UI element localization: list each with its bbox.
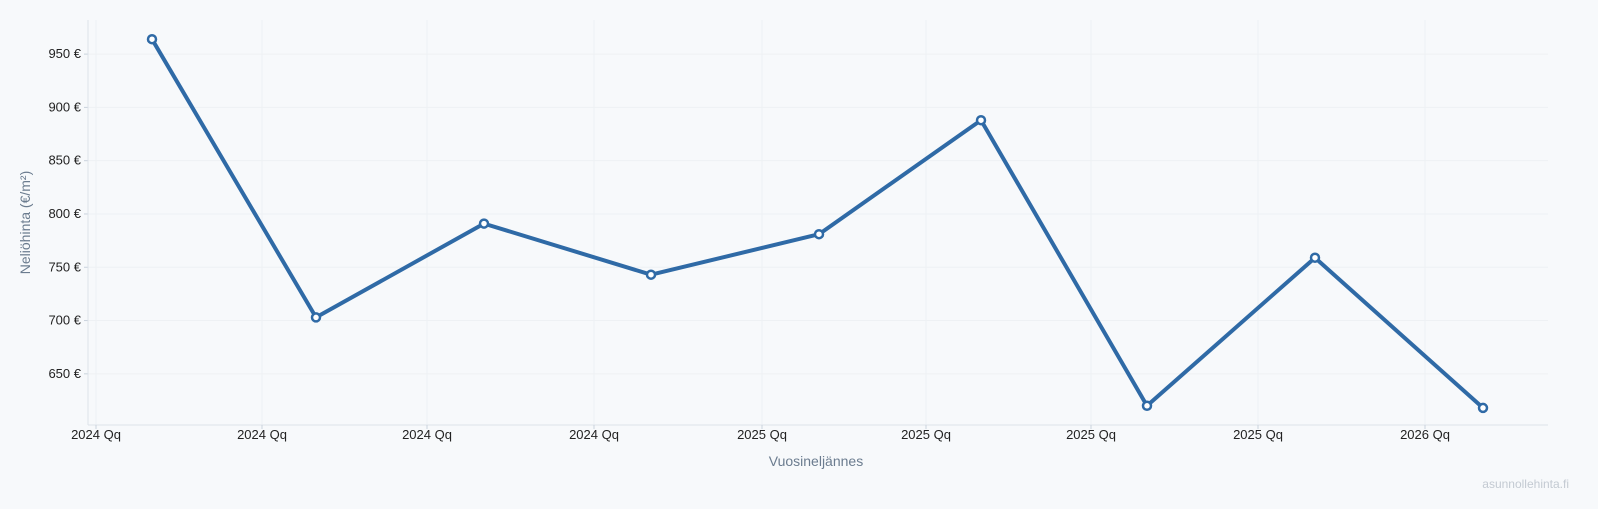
x-tick-label: 2025 Qq xyxy=(1233,427,1283,442)
data-point xyxy=(645,269,657,280)
x-tick-label: 2025 Qq xyxy=(737,427,787,442)
x-tick-label: 2024 Qq xyxy=(237,427,287,442)
data-point xyxy=(1141,400,1153,412)
data-point xyxy=(1477,402,1489,414)
data-point xyxy=(146,33,158,45)
series-line xyxy=(150,37,1485,410)
x-tick-label: 2025 Qq xyxy=(901,427,951,442)
x-tick-label: 2024 Qq xyxy=(402,427,452,442)
watermark: asunnollehinta.fi xyxy=(1482,477,1569,491)
y-tick-label: 950 € xyxy=(48,46,81,61)
y-tick-label: 900 € xyxy=(48,99,81,114)
data-point xyxy=(310,312,322,323)
data-point xyxy=(975,114,987,126)
y-tick-label: 750 € xyxy=(48,259,81,274)
y-axis-title: Neliöhinta (€/m²) xyxy=(17,171,33,274)
x-tick-label: 2025 Qq xyxy=(1066,427,1116,442)
data-point xyxy=(1309,252,1321,263)
y-tick-label: 650 € xyxy=(48,366,81,381)
x-tick-label: 2026 Qq xyxy=(1400,427,1450,442)
x-tick-label: 2024 Qq xyxy=(71,427,121,442)
x-axis-title: Vuosineljännes xyxy=(769,453,863,469)
y-tick-label: 800 € xyxy=(48,206,81,221)
y-tick-label: 700 € xyxy=(48,313,81,328)
data-point xyxy=(813,228,825,240)
data-point xyxy=(478,218,490,229)
x-tick-label: 2024 Qq xyxy=(569,427,619,442)
y-tick-label: 850 € xyxy=(48,153,81,168)
